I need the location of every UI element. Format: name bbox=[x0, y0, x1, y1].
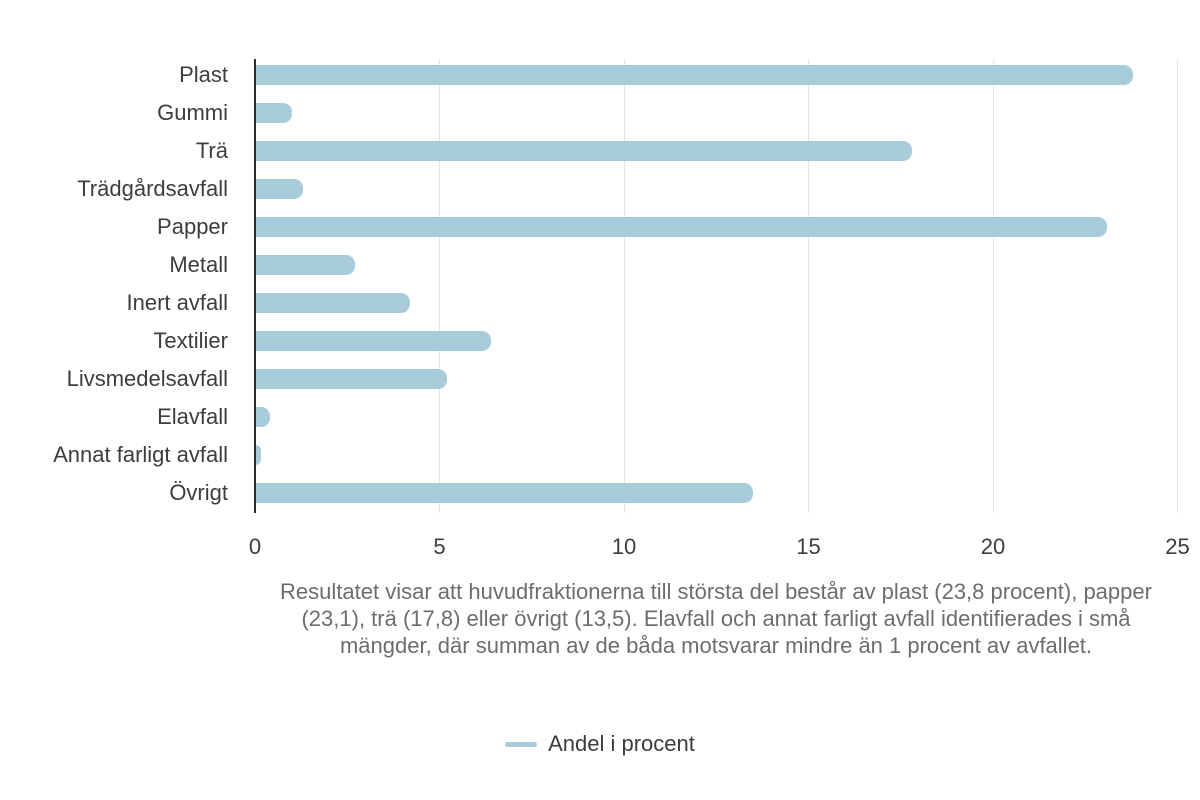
category-label: Övrigt bbox=[169, 480, 228, 505]
category-label: Livsmedelsavfall bbox=[66, 366, 228, 391]
gridline bbox=[992, 59, 994, 513]
x-tick-label: 20 bbox=[980, 534, 1006, 559]
legend-label: Andel i procent bbox=[548, 731, 695, 756]
category-label: Textilier bbox=[153, 328, 228, 353]
bar-1[interactable] bbox=[256, 103, 292, 123]
bar-3[interactable] bbox=[256, 179, 303, 199]
gridline bbox=[808, 59, 809, 513]
category-label: Elavfall bbox=[157, 404, 228, 429]
bar-6[interactable] bbox=[256, 293, 410, 313]
gridline bbox=[1177, 59, 1178, 513]
bar-0[interactable] bbox=[256, 65, 1134, 85]
bar-11[interactable] bbox=[256, 483, 754, 503]
category-label: Trädgårdsavfall bbox=[77, 176, 228, 201]
gridline bbox=[623, 59, 625, 513]
category-label: Trä bbox=[195, 138, 228, 163]
bar-5[interactable] bbox=[256, 255, 355, 275]
y-axis-line bbox=[254, 59, 256, 513]
bar-7[interactable] bbox=[256, 331, 492, 351]
category-label: Gummi bbox=[157, 100, 228, 125]
bar-2[interactable] bbox=[256, 141, 912, 161]
category-label: Plast bbox=[179, 62, 228, 87]
x-tick-label: 10 bbox=[611, 534, 637, 559]
x-tick-label: 5 bbox=[433, 534, 446, 559]
bar-4[interactable] bbox=[256, 217, 1108, 237]
category-label: Annat farligt avfall bbox=[53, 442, 228, 467]
bar-9[interactable] bbox=[256, 407, 270, 427]
bar-8[interactable] bbox=[256, 369, 447, 389]
category-label: Papper bbox=[157, 214, 228, 239]
legend-line-swatch-icon bbox=[505, 741, 538, 747]
gridline bbox=[439, 59, 440, 513]
x-tick-label: 15 bbox=[796, 534, 821, 559]
bar-10[interactable] bbox=[256, 445, 261, 465]
chart-caption: Resultatet visar att huvudfraktionerna t… bbox=[280, 579, 1152, 658]
category-label: Metall bbox=[169, 252, 228, 277]
category-label: Inert avfall bbox=[126, 290, 229, 315]
x-tick-label: 25 bbox=[1165, 534, 1190, 559]
x-tick-label: 0 bbox=[248, 534, 262, 559]
legend-item-andel-i-procent[interactable]: Andel i procent bbox=[0, 728, 1200, 760]
